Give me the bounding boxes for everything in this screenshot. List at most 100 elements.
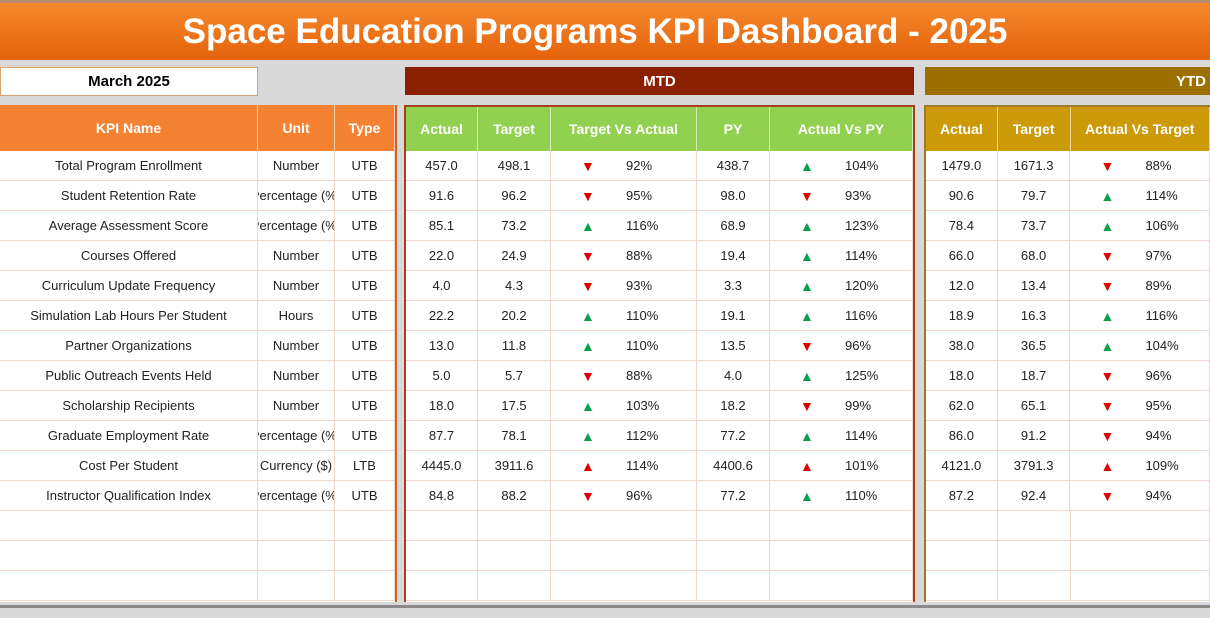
percent-value: 94% bbox=[1145, 428, 1172, 443]
mtd-target: 24.9 bbox=[478, 241, 551, 270]
table-row: 62.0 65.1 ▼ 95% bbox=[926, 391, 1210, 421]
table-row: 4121.0 3791.3 ▲ 109% bbox=[926, 451, 1210, 481]
table-row: 87.2 92.4 ▼ 94% bbox=[926, 481, 1210, 511]
arrow-down-icon: ▼ bbox=[1100, 397, 1115, 414]
percent-value: 114% bbox=[1145, 188, 1178, 203]
mtd-py bbox=[697, 571, 770, 600]
ytd-actual: 12.0 bbox=[926, 271, 998, 300]
percent-value: 110% bbox=[626, 338, 659, 353]
ytd-table: Actual Target Actual Vs Target 1479.0 167… bbox=[924, 105, 1210, 602]
mtd-actual: 22.0 bbox=[406, 241, 478, 270]
percent-value: 96% bbox=[1145, 368, 1172, 383]
ytd-actual: 18.0 bbox=[926, 361, 998, 390]
kpi-name: Scholarship Recipients bbox=[0, 391, 258, 420]
table-row: 457.0 498.1 ▼ 92% 438.7 ▲ 104% bbox=[406, 151, 913, 181]
kpi-type: UTB bbox=[335, 301, 395, 330]
kpi-unit: Number bbox=[258, 361, 335, 390]
arrow-up-icon: ▲ bbox=[800, 247, 814, 264]
kpi-name: Graduate Employment Rate bbox=[0, 421, 258, 450]
kpi-type bbox=[335, 571, 395, 600]
kpi-name: Total Program Enrollment bbox=[0, 151, 258, 180]
table-row: Average Assessment ScorePercentage (%)UT… bbox=[0, 211, 395, 241]
mtd-actual-vs-py: ▼ 93% bbox=[770, 181, 913, 210]
kpi-unit: Number bbox=[258, 241, 335, 270]
col-mtd-target: Target bbox=[478, 107, 551, 151]
table-row: 86.0 91.2 ▼ 94% bbox=[926, 421, 1210, 451]
kpi-unit: Currency ($) bbox=[258, 451, 335, 480]
ytd-actual-vs-target: ▲ 104% bbox=[1070, 331, 1210, 360]
arrow-down-icon: ▼ bbox=[800, 187, 814, 204]
table-row: Public Outreach Events Held Number UTB bbox=[0, 361, 395, 391]
mtd-actual bbox=[406, 541, 478, 570]
kpi-unit bbox=[258, 511, 335, 540]
col-ytd-target: Target bbox=[998, 107, 1071, 151]
mtd-py: 3.3 bbox=[697, 271, 770, 300]
table-row: 13.0 11.8 ▲ 110% 13.5 ▼ 96% bbox=[406, 331, 913, 361]
arrow-up-icon: ▲ bbox=[800, 157, 814, 174]
mtd-target-vs-actual: ▼ 96% bbox=[551, 481, 697, 510]
kpi-type bbox=[335, 511, 395, 540]
arrow-down-icon: ▼ bbox=[800, 337, 814, 354]
percent-value: 99% bbox=[845, 398, 872, 413]
percent-value: 93% bbox=[626, 278, 653, 293]
arrow-up-icon: ▲ bbox=[800, 457, 814, 474]
ytd-actual-vs-target: ▲ 106% bbox=[1070, 211, 1210, 240]
mtd-actual-vs-py: ▲ 125% bbox=[770, 361, 913, 390]
ytd-actual: 38.0 bbox=[926, 331, 998, 360]
percent-value: 114% bbox=[626, 458, 659, 473]
percent-value: 93% bbox=[845, 188, 872, 203]
kpi-name: Partner Organizations bbox=[0, 331, 258, 360]
ytd-actual: 66.0 bbox=[926, 241, 998, 270]
arrow-down-icon: ▼ bbox=[1100, 277, 1115, 294]
arrow-down-icon: ▼ bbox=[1100, 157, 1115, 174]
percent-value: 114% bbox=[845, 428, 878, 443]
arrow-up-icon: ▲ bbox=[1100, 337, 1115, 354]
ytd-target: 18.7 bbox=[998, 361, 1071, 390]
ytd-actual: 86.0 bbox=[926, 421, 998, 450]
ytd-actual-vs-target: ▼ 94% bbox=[1070, 481, 1210, 510]
col-mtd-py: PY bbox=[697, 107, 770, 151]
ytd-section-header: YTD bbox=[925, 67, 1210, 95]
ytd-target: 73.7 bbox=[998, 211, 1071, 240]
mtd-actual: 4445.0 bbox=[406, 451, 478, 480]
arrow-up-icon: ▲ bbox=[1100, 457, 1115, 474]
ytd-actual-vs-target: ▼ 95% bbox=[1070, 391, 1210, 420]
mtd-py: 98.0 bbox=[697, 181, 770, 210]
mtd-actual: 18.0 bbox=[406, 391, 478, 420]
ytd-actual: 62.0 bbox=[926, 391, 998, 420]
table-row: Cost Per Student Currency ($) LTB bbox=[0, 451, 395, 481]
mtd-py: 19.1 bbox=[697, 301, 770, 330]
col-ytd-actual-vs-target: Actual Vs Target bbox=[1071, 107, 1210, 151]
ytd-actual-vs-target: ▼ 96% bbox=[1070, 361, 1210, 390]
kpi-name: Cost Per Student bbox=[0, 451, 258, 480]
mtd-target-vs-actual: ▲ 110% bbox=[551, 331, 697, 360]
arrow-down-icon: ▼ bbox=[581, 487, 595, 504]
table-row bbox=[0, 541, 395, 571]
mtd-target: 3911.6 bbox=[478, 451, 551, 480]
table-row: 1479.0 1671.3 ▼ 88% bbox=[926, 151, 1210, 181]
kpi-name bbox=[0, 541, 258, 570]
ytd-actual-vs-target: ▲ 109% bbox=[1070, 451, 1210, 480]
kpi-unit: Percentage (%) bbox=[258, 421, 335, 450]
col-type: Type bbox=[335, 105, 395, 151]
mtd-actual: 5.0 bbox=[406, 361, 478, 390]
mtd-target-vs-actual: ▼ 95% bbox=[551, 181, 697, 210]
ytd-actual-vs-target bbox=[1071, 571, 1210, 600]
col-mtd-actual: Actual bbox=[406, 107, 478, 151]
ytd-target: 16.3 bbox=[998, 301, 1071, 330]
percent-value: 112% bbox=[626, 428, 659, 443]
table-row: 66.0 68.0 ▼ 97% bbox=[926, 241, 1210, 271]
mtd-actual-vs-py: ▲ 123% bbox=[770, 211, 913, 240]
mtd-actual-vs-py bbox=[770, 511, 913, 540]
arrow-down-icon: ▼ bbox=[800, 397, 814, 414]
arrow-up-icon: ▲ bbox=[1100, 187, 1115, 204]
percent-value: 96% bbox=[626, 488, 653, 503]
arrow-up-icon: ▲ bbox=[581, 397, 595, 414]
percent-value: 125% bbox=[845, 368, 879, 383]
ytd-target: 3791.3 bbox=[998, 451, 1071, 480]
month-selector[interactable]: March 2025 bbox=[0, 67, 258, 96]
arrow-down-icon: ▼ bbox=[581, 247, 595, 264]
table-row: 18.9 16.3 ▲ 116% bbox=[926, 301, 1210, 331]
mtd-target-vs-actual: ▼ 88% bbox=[551, 241, 697, 270]
mtd-target-vs-actual: ▼ 92% bbox=[551, 151, 697, 180]
